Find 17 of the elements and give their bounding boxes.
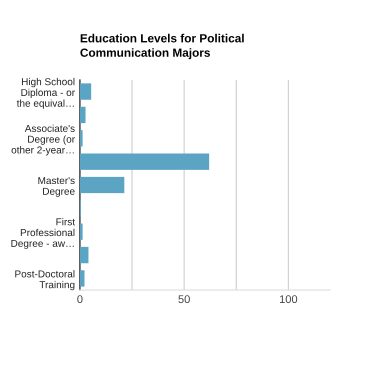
- bar: [80, 224, 83, 240]
- chart-title: Education Levels for Political Communication Majors: [80, 34, 244, 60]
- y-tick-label: Associate's Degree (or other 2-year…: [12, 124, 75, 156]
- y-tick-label: Master's Degree: [38, 177, 75, 197]
- y-tick-label: High School Diploma - or the equival…: [16, 78, 75, 109]
- bar: [80, 270, 85, 287]
- x-tick-label: 100: [280, 295, 298, 304]
- y-tick-label: First Professional Degree - aw…: [11, 218, 75, 249]
- x-tick-label: 0: [77, 295, 83, 304]
- bar: [80, 83, 92, 100]
- bar: [80, 176, 124, 194]
- bar: [80, 106, 86, 124]
- bar: [80, 246, 88, 264]
- bar: [80, 153, 210, 170]
- bar: [80, 130, 83, 146]
- x-tick-label: 50: [178, 295, 190, 304]
- y-tick-label: Post-Doctoral Training: [15, 270, 74, 290]
